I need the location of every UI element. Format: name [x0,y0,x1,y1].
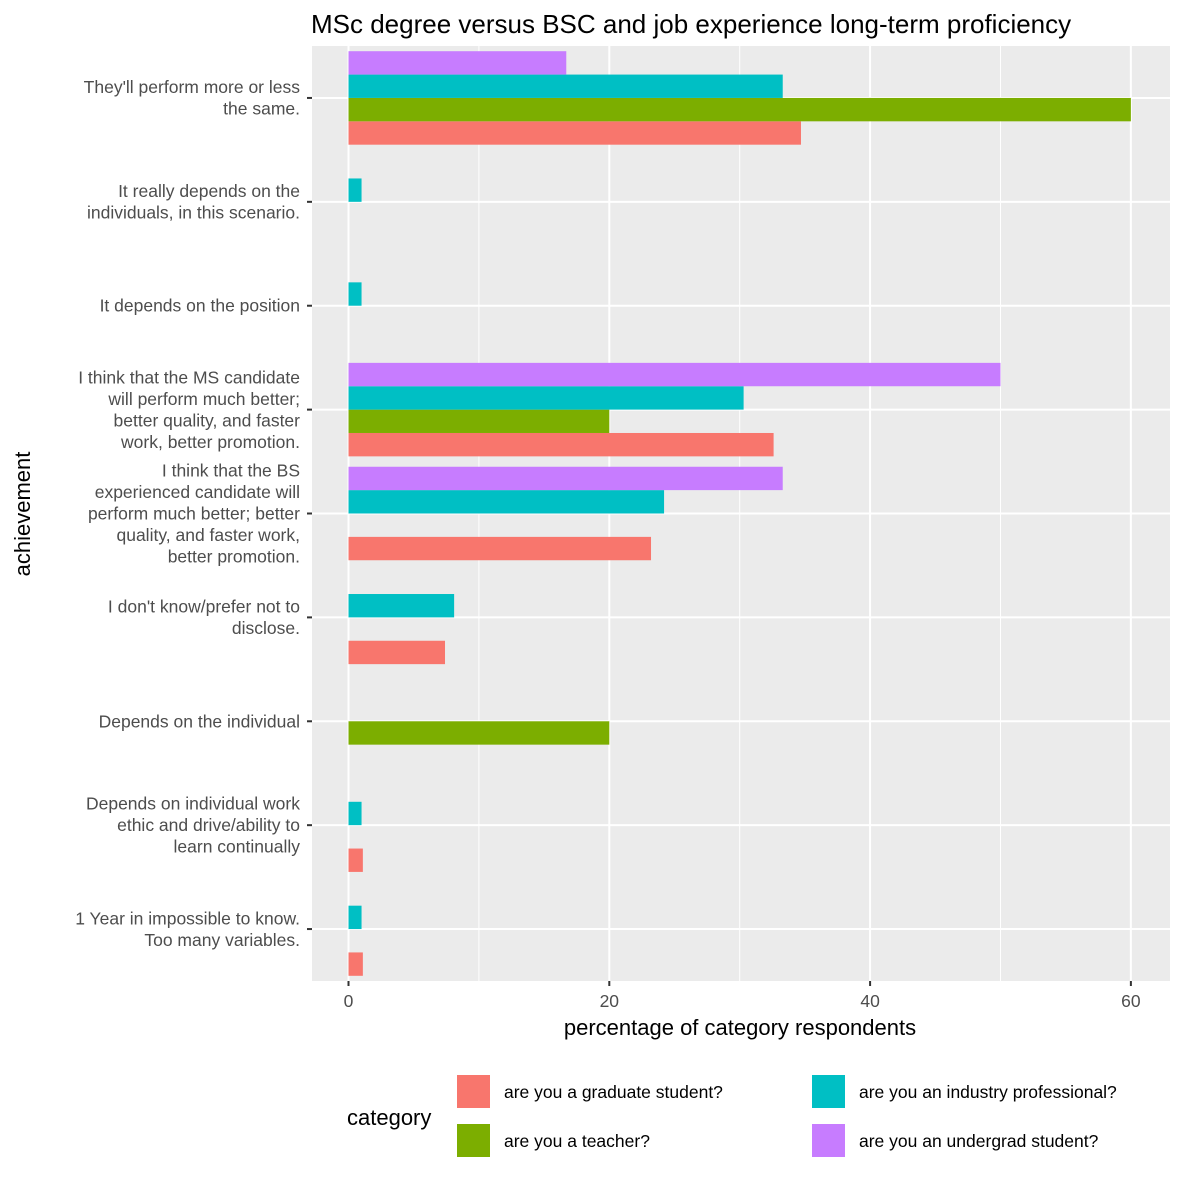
x-tick-label: 0 [344,991,354,1011]
y-tick-label: I think that the BS experienced candidate… [88,461,300,567]
bar [348,801,362,826]
y-tick-label: They'll perform more or less the same. [84,77,301,119]
x-axis: 0 20 40 60 [344,981,1141,1011]
y-tick-label: Depends on the individual [99,711,300,731]
legend-swatch [812,1075,845,1108]
legend-label: are you an industry professional? [859,1082,1117,1102]
bar [348,536,652,561]
y-tick-label: 1 Year in impossible to know. Too many va… [75,908,300,950]
legend-swatch [457,1124,490,1157]
legend-label: are you a graduate student? [504,1082,723,1102]
legend-swatch [812,1124,845,1157]
bar [348,121,801,145]
legend-title: category [347,1105,431,1130]
legend-label: are you a teacher? [504,1131,650,1151]
bar [348,282,362,306]
bar [348,466,783,491]
y-tick-label: I don't know/prefer not to disclose. [108,597,300,639]
y-tick-label: It depends on the position [100,296,300,316]
bar [348,490,665,514]
y-tick-label: Depends on individual work ethic and driv… [86,794,300,857]
legend-swatch [457,1075,490,1108]
bar [348,178,362,202]
legend-label: are you an undergrad student? [859,1131,1099,1151]
bar [348,432,774,457]
bar [348,409,610,433]
bar [348,74,783,98]
y-tick-label: It really depends on the individuals, in … [87,181,300,223]
x-tick-label: 40 [860,991,880,1011]
bar [348,594,455,618]
bar [348,51,567,75]
bar [348,721,610,745]
x-tick-label: 20 [600,991,620,1011]
chart-title: MSc degree versus BSC and job experience… [311,9,1071,39]
bar [348,362,1001,387]
bar [348,97,1131,122]
x-axis-title: percentage of category respondents [564,1015,916,1040]
y-tick-label: I think that the MS candidate will perfor… [78,367,300,452]
bar [348,952,363,976]
bar [348,905,362,930]
bar [348,848,363,872]
bars [348,51,1131,976]
y-axis: They'll perform more or less the same. It … [75,77,312,950]
y-axis-title: achievement [10,452,35,577]
x-tick-label: 60 [1121,991,1141,1011]
bar [348,640,446,665]
legend: are you a graduate student? are you a tea… [457,1075,1117,1157]
bar [348,386,744,410]
